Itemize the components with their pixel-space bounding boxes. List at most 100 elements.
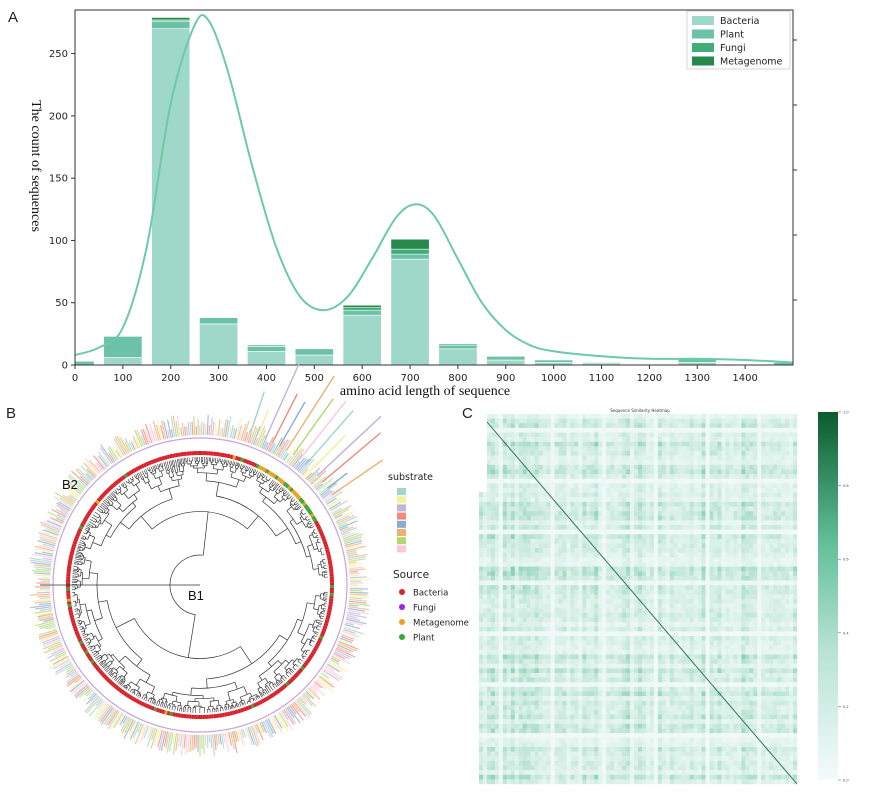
heatmap-cell [701, 515, 706, 521]
heatmap-cell [594, 488, 599, 493]
heatmap-cell [689, 427, 694, 433]
heatmap-cell [785, 548, 790, 553]
source-ring-segment [240, 707, 245, 713]
tree-leaf-branch [105, 498, 109, 502]
heatmap-cell [733, 455, 738, 461]
heatmap-cell [665, 427, 670, 433]
heatmap-cell [550, 511, 555, 516]
heatmap-cell [733, 446, 738, 452]
substrate-tick [233, 730, 238, 743]
heatmap-cell [594, 469, 599, 475]
heatmap-cell [749, 464, 754, 470]
tree-branch [307, 521, 310, 523]
heatmap-cell [606, 552, 611, 558]
heatmap-cell [649, 529, 655, 535]
heatmap-cell [793, 418, 798, 424]
tree-arc [100, 654, 103, 658]
heatmap-cell [546, 529, 551, 535]
heatmap-cell [741, 488, 746, 493]
heatmap-cell [713, 455, 718, 461]
heatmap-cell [773, 451, 778, 456]
heatmap-cell [757, 534, 762, 540]
substrate-tick [327, 663, 340, 673]
tree-branch [294, 506, 296, 509]
heatmap-cell [773, 474, 778, 479]
source-ring-segment [306, 656, 312, 662]
heatmap-cell [626, 520, 631, 526]
heatmap-cell [482, 538, 488, 544]
substrate-tick [331, 507, 343, 515]
tree-branch [135, 678, 141, 686]
heatmap-cell [721, 506, 726, 512]
heatmap-cell [681, 548, 686, 553]
heatmap-cell [550, 525, 555, 530]
heatmap-cell [777, 437, 782, 442]
tree-arc [76, 594, 79, 603]
heatmap-cell [721, 501, 726, 507]
heatmap-cell [538, 538, 543, 544]
heatmap-cell [677, 534, 682, 540]
heatmap-cell [773, 506, 778, 512]
heatmap-cell [542, 451, 547, 456]
heatmap-cell [665, 460, 670, 466]
heatmap-cell [685, 552, 690, 558]
substrate-tick [304, 691, 312, 700]
heatmap-cell [506, 478, 511, 484]
heatmap-cell [757, 455, 762, 461]
heatmap-cell [741, 446, 746, 452]
substrate-tick [254, 437, 259, 446]
substrate-tick [159, 424, 165, 440]
substrate-tick [349, 566, 364, 570]
heatmap-cell [574, 515, 579, 521]
heatmap-cell [677, 469, 682, 475]
heatmap-cell [665, 423, 670, 429]
heatmap-cell [705, 520, 710, 526]
source-ring-segment [318, 635, 324, 640]
heatmap-cell [697, 520, 702, 526]
heatmap-cell [677, 455, 682, 461]
heatmap-cell [749, 511, 754, 516]
heatmap-cell [705, 478, 710, 484]
tree-leaf-branch [316, 535, 319, 537]
substrate-tick [184, 426, 187, 436]
heatmap-cell [689, 483, 694, 489]
heatmap-cell [677, 423, 682, 429]
heatmap-cell [606, 529, 611, 535]
source-ring-segment [326, 612, 332, 616]
heatmap-cell [494, 538, 500, 544]
substrate-tick [293, 460, 300, 469]
heatmap-cell [482, 548, 488, 553]
heatmap-cell [506, 469, 511, 475]
heatmap-cell [582, 488, 587, 493]
tree-branch [115, 674, 118, 677]
heatmap-cell [618, 552, 623, 558]
heatmap-cell [638, 478, 643, 484]
heatmap-cell [777, 441, 782, 447]
substrate-tick [270, 716, 279, 731]
heatmap-cell [502, 520, 508, 526]
source-label-plant: Plant [413, 634, 435, 644]
tree-arc [297, 658, 300, 662]
heatmap-cell [602, 525, 607, 530]
heatmap-cell [689, 451, 694, 456]
heatmap-cell [534, 557, 539, 563]
substrate-tick [158, 730, 165, 751]
heatmap-cell [574, 423, 579, 429]
tree-leaf-branch [76, 552, 81, 555]
heatmap-cell [781, 506, 786, 512]
heatmap-cell [785, 460, 790, 466]
heatmap-cell [582, 478, 587, 484]
tree-branch [271, 482, 274, 485]
substrate-tick [89, 459, 101, 474]
bar-fungi-600 [342, 307, 382, 311]
heatmap-cell [610, 525, 615, 530]
substrate-tick [149, 429, 155, 443]
y-tick-label: 50 [55, 298, 68, 309]
heatmap-cell [773, 423, 778, 429]
substrate-tick [153, 729, 160, 746]
heatmap-cell [681, 460, 686, 466]
substrate-spike [292, 398, 334, 456]
tree-branch [317, 613, 320, 616]
secondary-y-ticks [793, 39, 797, 301]
heatmap-cell [566, 520, 571, 526]
